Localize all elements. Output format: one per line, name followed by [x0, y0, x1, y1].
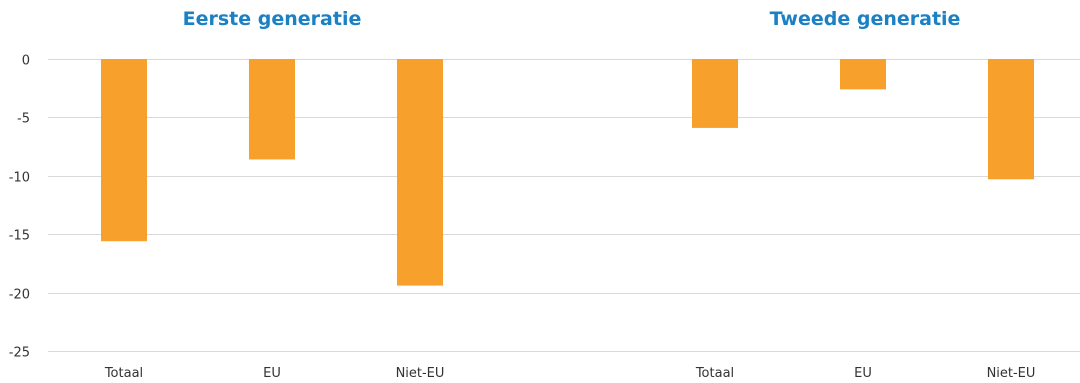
bars — [101, 59, 1034, 286]
category-label: Totaal — [104, 366, 143, 381]
y-tick-label: 0 — [22, 54, 30, 69]
category-label: EU — [263, 366, 281, 381]
group-titles: Eerste generatie Tweede generatie — [183, 8, 961, 30]
category-label: EU — [854, 366, 872, 381]
category-label: Niet-EU — [396, 366, 445, 381]
bar — [840, 59, 886, 90]
bar — [249, 59, 295, 160]
bar — [692, 59, 738, 128]
group-title: Tweede generatie — [770, 8, 961, 30]
y-axis-ticks: 0 -5 -10 -15 -20 -25 — [9, 54, 30, 361]
gridlines — [48, 59, 1080, 352]
y-tick-label: -25 — [9, 346, 30, 361]
bar — [101, 59, 147, 242]
bar — [397, 59, 443, 286]
y-tick-label: -5 — [17, 112, 30, 127]
y-tick-label: -15 — [9, 229, 30, 244]
y-tick-label: -10 — [9, 171, 30, 186]
y-tick-label: -20 — [9, 288, 30, 303]
bar — [988, 59, 1034, 180]
category-labels: Totaal EU Niet-EU Totaal EU Niet-EU — [104, 366, 1036, 381]
group-title: Eerste generatie — [183, 8, 362, 30]
category-label: Niet-EU — [987, 366, 1036, 381]
category-label: Totaal — [695, 366, 734, 381]
